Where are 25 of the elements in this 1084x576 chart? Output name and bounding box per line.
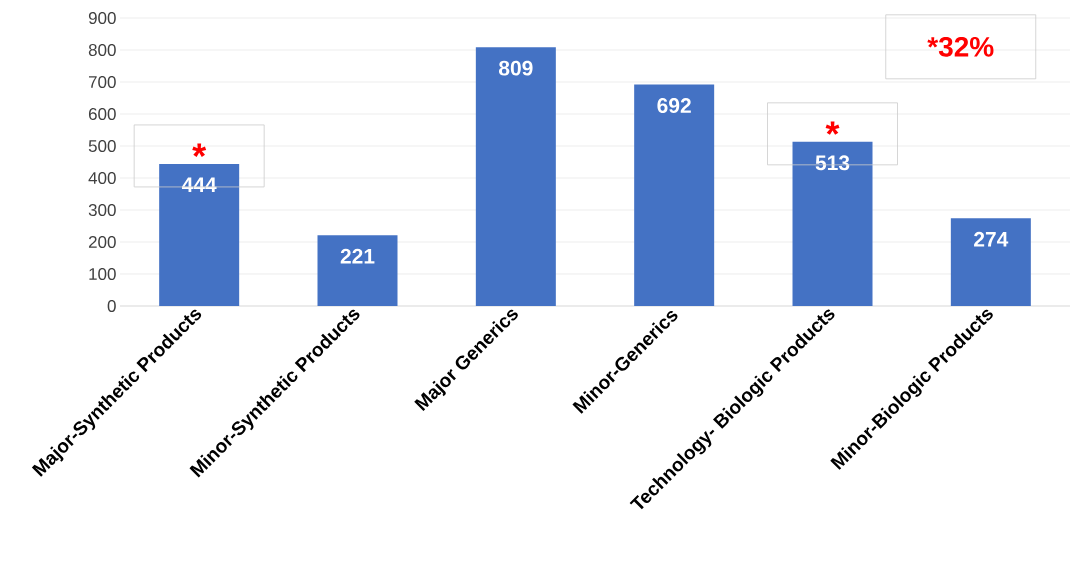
annotation: * (192, 143, 207, 157)
y-tick-label: 100 (89, 267, 116, 281)
y-tick-label: 600 (88, 107, 116, 121)
data-label: 692 (657, 98, 691, 113)
annotation: * (825, 121, 840, 135)
data-label: 809 (498, 60, 533, 76)
data-label: 444 (181, 177, 217, 192)
y-tick-label: 700 (88, 75, 116, 89)
bar (634, 84, 715, 306)
annotation: *32% (927, 36, 994, 57)
y-tick-label: 900 (88, 11, 116, 25)
y-tick-label: 400 (88, 171, 116, 185)
data-label: 221 (340, 248, 375, 264)
y-tick-label: 0 (107, 299, 116, 313)
y-tick-label: 500 (88, 139, 116, 153)
bar (950, 218, 1031, 306)
bar (792, 141, 873, 306)
bar (317, 235, 398, 306)
y-tick-label: 800 (88, 43, 116, 57)
bar (475, 47, 556, 306)
data-label: 274 (974, 231, 1009, 247)
data-label: 513 (815, 155, 850, 171)
y-tick-label: 200 (88, 235, 116, 249)
y-tick-label: 300 (88, 203, 116, 217)
bar (159, 163, 240, 306)
